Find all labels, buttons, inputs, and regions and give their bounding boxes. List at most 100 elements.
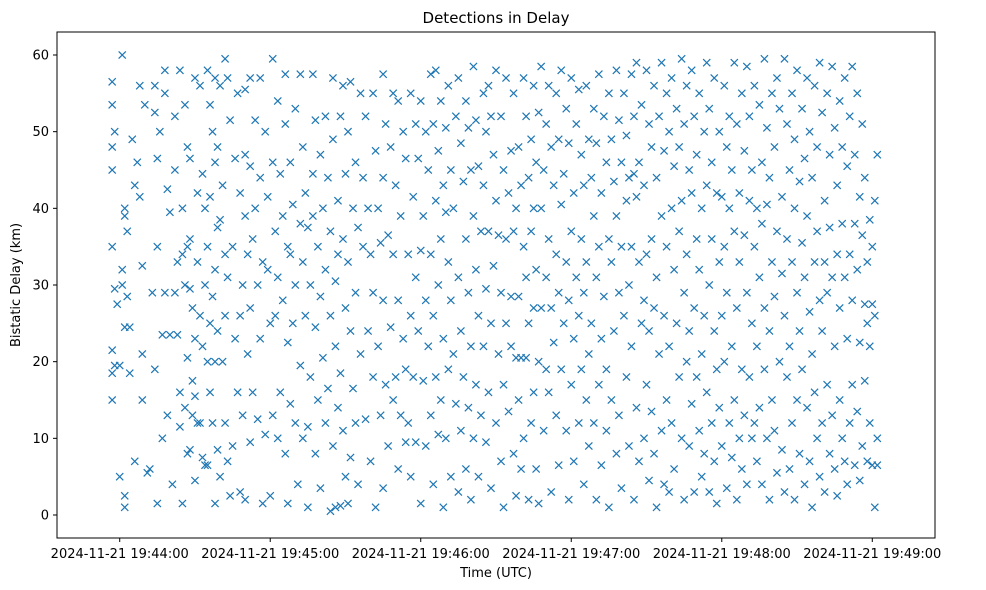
data-point	[361, 112, 370, 121]
data-point	[346, 453, 355, 462]
data-point	[687, 188, 696, 198]
data-point	[655, 112, 664, 121]
data-point	[567, 73, 576, 83]
data-point	[592, 273, 601, 282]
data-point	[108, 369, 117, 378]
data-point	[429, 480, 438, 489]
data-point	[241, 150, 250, 159]
data-point	[677, 434, 686, 443]
data-point	[795, 449, 804, 458]
data-point	[853, 407, 862, 416]
data-point	[323, 173, 332, 182]
data-point	[110, 127, 119, 136]
data-point	[476, 227, 485, 236]
data-point	[421, 441, 430, 451]
data-point	[479, 89, 488, 98]
data-point	[647, 142, 656, 152]
data-point	[266, 491, 275, 500]
data-point	[873, 434, 882, 443]
data-point	[426, 250, 435, 259]
data-point	[509, 89, 518, 98]
data-point	[419, 376, 428, 385]
data-point	[496, 288, 506, 297]
data-point	[692, 372, 701, 382]
data-point	[662, 89, 671, 98]
data-point	[850, 150, 859, 159]
data-point	[780, 54, 789, 63]
data-point	[404, 250, 413, 259]
data-point	[263, 265, 272, 274]
data-point	[241, 211, 250, 221]
data-point	[840, 457, 849, 466]
data-point	[547, 487, 556, 497]
data-point	[108, 242, 117, 251]
y-tick-label: 50	[32, 125, 49, 140]
data-point	[567, 227, 576, 236]
data-point	[697, 204, 706, 213]
data-point	[690, 112, 699, 121]
data-point	[830, 464, 839, 474]
data-point	[216, 215, 225, 224]
data-point	[436, 234, 445, 244]
data-point	[557, 365, 566, 374]
data-point	[150, 81, 159, 90]
data-point	[735, 188, 744, 198]
data-point	[158, 434, 167, 443]
data-point	[544, 388, 553, 397]
data-point	[416, 499, 425, 508]
data-point	[785, 464, 794, 474]
data-point	[512, 204, 521, 213]
data-point	[504, 188, 513, 198]
data-point	[193, 257, 202, 267]
data-point	[165, 208, 174, 217]
data-point	[662, 395, 671, 405]
data-point	[690, 487, 699, 497]
data-point	[670, 464, 679, 474]
data-point	[451, 112, 460, 121]
data-point	[261, 127, 270, 136]
data-point	[333, 403, 342, 412]
data-point	[695, 426, 704, 435]
data-point	[825, 449, 834, 458]
data-point	[697, 349, 706, 359]
data-point	[587, 319, 596, 328]
data-point	[680, 119, 689, 129]
data-point	[579, 480, 588, 489]
data-point	[258, 257, 267, 267]
data-point	[587, 173, 596, 182]
data-point	[777, 192, 787, 201]
data-point	[845, 418, 854, 428]
data-point	[278, 296, 287, 305]
data-point	[316, 292, 325, 301]
data-point	[637, 100, 646, 109]
data-point	[273, 96, 282, 106]
data-point	[532, 265, 541, 274]
data-point	[524, 319, 533, 328]
data-point	[574, 311, 583, 320]
data-point	[860, 173, 869, 182]
data-point	[848, 296, 857, 305]
data-point	[522, 353, 531, 362]
data-point	[602, 158, 611, 167]
data-point	[118, 265, 127, 274]
data-point	[341, 472, 350, 481]
data-point	[185, 234, 194, 244]
data-point	[211, 499, 220, 508]
data-point	[148, 288, 157, 297]
data-point	[316, 150, 325, 159]
data-point	[303, 422, 312, 431]
data-point	[193, 418, 202, 428]
data-point	[273, 273, 282, 282]
data-point	[311, 323, 320, 332]
data-point	[730, 58, 739, 67]
data-point	[195, 418, 205, 428]
data-point	[629, 112, 638, 121]
data-point	[321, 112, 330, 121]
data-point	[863, 319, 872, 328]
data-point	[650, 303, 659, 313]
data-point	[833, 250, 842, 259]
data-point	[707, 158, 716, 167]
data-point	[702, 388, 711, 397]
data-point	[211, 357, 220, 366]
data-point	[371, 146, 380, 155]
